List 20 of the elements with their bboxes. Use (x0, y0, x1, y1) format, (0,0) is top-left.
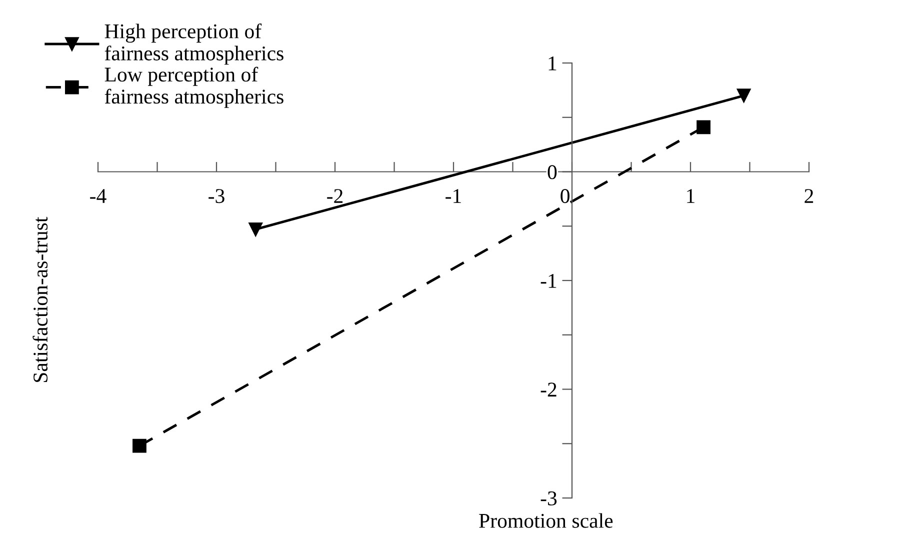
legend-label: High perception of fairness atmospherics (104, 23, 284, 65)
point (696, 120, 710, 134)
x-tick-label: -3 (208, 189, 224, 204)
x-tick-label: -2 (327, 189, 343, 203)
y-tick-label: -1 (540, 274, 556, 288)
y-tick-label: -3 (540, 491, 557, 506)
point (736, 88, 751, 103)
x-tick-label: -1 (446, 189, 461, 203)
legend-label: Low perception of fairness atmospherics (104, 66, 284, 108)
x-tick-label: -4 (90, 189, 106, 203)
y-axis-title: Satisfaction-as-trust (32, 216, 48, 382)
x-tick-label: 2 (804, 189, 814, 203)
y-tick-label: 0 (548, 165, 557, 180)
x-axis-title: Promotion scale (479, 513, 613, 528)
y-tick-label: -2 (540, 382, 556, 396)
point (132, 438, 146, 453)
y-tick-label: 1 (548, 56, 556, 70)
x-tick-label: 1 (687, 189, 694, 203)
x-tick-label: 0 (560, 189, 570, 204)
point (248, 222, 263, 236)
